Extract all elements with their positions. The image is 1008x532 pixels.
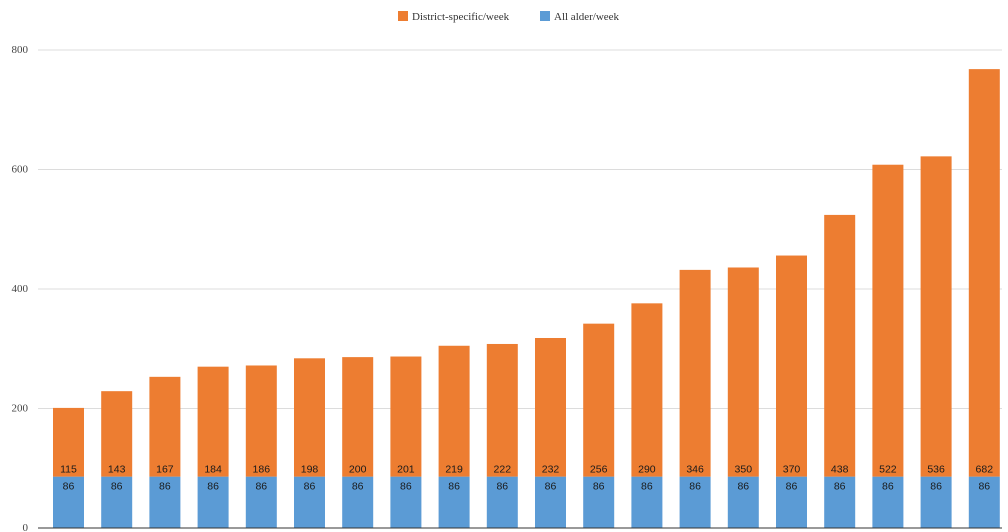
bar-label-district-specific: 184 <box>204 464 222 476</box>
bar-all-alder <box>197 476 229 528</box>
bar-district-specific <box>824 214 856 477</box>
bar-district-specific <box>583 323 615 477</box>
legend-label: District-specific/week <box>412 11 510 23</box>
bar-district-specific <box>535 337 566 477</box>
bar-label-all-alder: 86 <box>978 481 990 493</box>
bar-all-alder <box>101 476 133 528</box>
bar-label-all-alder: 86 <box>834 481 846 493</box>
bar-all-alder <box>679 476 711 528</box>
bar-district-specific <box>631 303 663 477</box>
bar-label-district-specific: 370 <box>783 464 801 476</box>
bar-label-district-specific: 350 <box>735 464 753 476</box>
bar-district-specific <box>101 391 133 477</box>
bar-label-all-alder: 86 <box>689 481 701 493</box>
bar-label-all-alder: 86 <box>304 481 316 493</box>
y-tick-label: 200 <box>12 403 29 415</box>
bar-label-district-specific: 186 <box>253 464 271 476</box>
gridlines <box>38 49 1002 409</box>
bar-label-district-specific: 682 <box>976 464 994 476</box>
bar-all-alder <box>294 476 325 528</box>
bar-label-all-alder: 86 <box>641 481 653 493</box>
y-tick-label: 0 <box>23 522 29 532</box>
bar-label-all-alder: 86 <box>111 481 123 493</box>
y-tick-label: 600 <box>12 164 29 176</box>
bar-all-alder <box>149 476 181 528</box>
bar-series <box>53 69 1000 528</box>
bar-label-district-specific: 219 <box>445 464 463 476</box>
bar-all-alder <box>53 476 84 528</box>
bar-value-labels: 86 115 86 143 86 167 86 184 86 186 86 198 86 200 86 201… <box>60 464 993 493</box>
bar-district-specific <box>920 156 952 477</box>
bar-district-specific <box>776 255 807 477</box>
bar-label-all-alder: 86 <box>545 481 557 493</box>
bar-all-alder <box>824 476 856 528</box>
bar-label-district-specific: 256 <box>590 464 608 476</box>
bar-all-alder <box>920 476 952 528</box>
bar-label-district-specific: 198 <box>301 464 319 476</box>
bar-district-specific <box>872 164 904 477</box>
y-tick-label: 400 <box>12 283 29 295</box>
bar-label-all-alder: 86 <box>207 481 219 493</box>
bar-label-district-specific: 232 <box>542 464 560 476</box>
bar-label-district-specific: 290 <box>638 464 656 476</box>
y-axis-tick-labels: 0 200 400 600 800 <box>12 44 29 532</box>
bar-label-district-specific: 143 <box>108 464 126 476</box>
bar-label-all-alder: 86 <box>930 481 942 493</box>
bar-label-all-alder: 86 <box>882 481 894 493</box>
bar-district-specific <box>727 267 759 477</box>
bar-district-specific <box>342 357 374 477</box>
bar-label-district-specific: 200 <box>349 464 367 476</box>
legend-swatch <box>398 11 408 21</box>
bar-label-district-specific: 438 <box>831 464 849 476</box>
chart-legend: District-specific/week All alder/week <box>398 11 620 23</box>
bar-all-alder <box>342 476 374 528</box>
bar-district-specific <box>438 345 470 477</box>
bar-label-district-specific: 167 <box>156 464 174 476</box>
bar-all-alder <box>583 476 615 528</box>
bar-label-all-alder: 86 <box>159 481 171 493</box>
bar-district-specific <box>390 356 422 477</box>
bar-label-all-alder: 86 <box>496 481 508 493</box>
bar-district-specific <box>245 365 277 477</box>
bar-label-district-specific: 222 <box>494 464 512 476</box>
bar-label-district-specific: 346 <box>686 464 704 476</box>
legend-label: All alder/week <box>554 11 620 23</box>
legend-swatch <box>540 11 550 21</box>
bar-all-alder <box>727 476 759 528</box>
bar-label-district-specific: 201 <box>397 464 415 476</box>
bar-district-specific <box>197 366 229 477</box>
bar-label-district-specific: 115 <box>60 464 77 476</box>
bar-label-district-specific: 536 <box>927 464 945 476</box>
bar-all-alder <box>776 476 807 528</box>
bar-label-all-alder: 86 <box>63 481 75 493</box>
bar-all-alder <box>631 476 663 528</box>
bar-all-alder <box>245 476 277 528</box>
bar-district-specific <box>486 343 518 477</box>
bar-all-alder <box>438 476 470 528</box>
bar-label-all-alder: 86 <box>352 481 364 493</box>
bar-district-specific <box>149 376 181 477</box>
bar-all-alder <box>486 476 518 528</box>
bar-district-specific <box>294 358 325 477</box>
bar-all-alder <box>968 476 1000 528</box>
bar-all-alder <box>872 476 904 528</box>
bar-label-all-alder: 86 <box>400 481 412 493</box>
bar-label-all-alder: 86 <box>593 481 605 493</box>
bar-label-all-alder: 86 <box>255 481 267 493</box>
bar-all-alder <box>535 476 566 528</box>
bar-label-all-alder: 86 <box>448 481 460 493</box>
bar-district-specific <box>968 69 1000 477</box>
bar-label-all-alder: 86 <box>737 481 749 493</box>
bar-district-specific <box>53 407 84 477</box>
bar-all-alder <box>390 476 422 528</box>
bar-district-specific <box>679 269 711 477</box>
bar-label-all-alder: 86 <box>786 481 798 493</box>
bar-label-district-specific: 522 <box>879 464 897 476</box>
y-tick-label: 800 <box>12 44 29 56</box>
